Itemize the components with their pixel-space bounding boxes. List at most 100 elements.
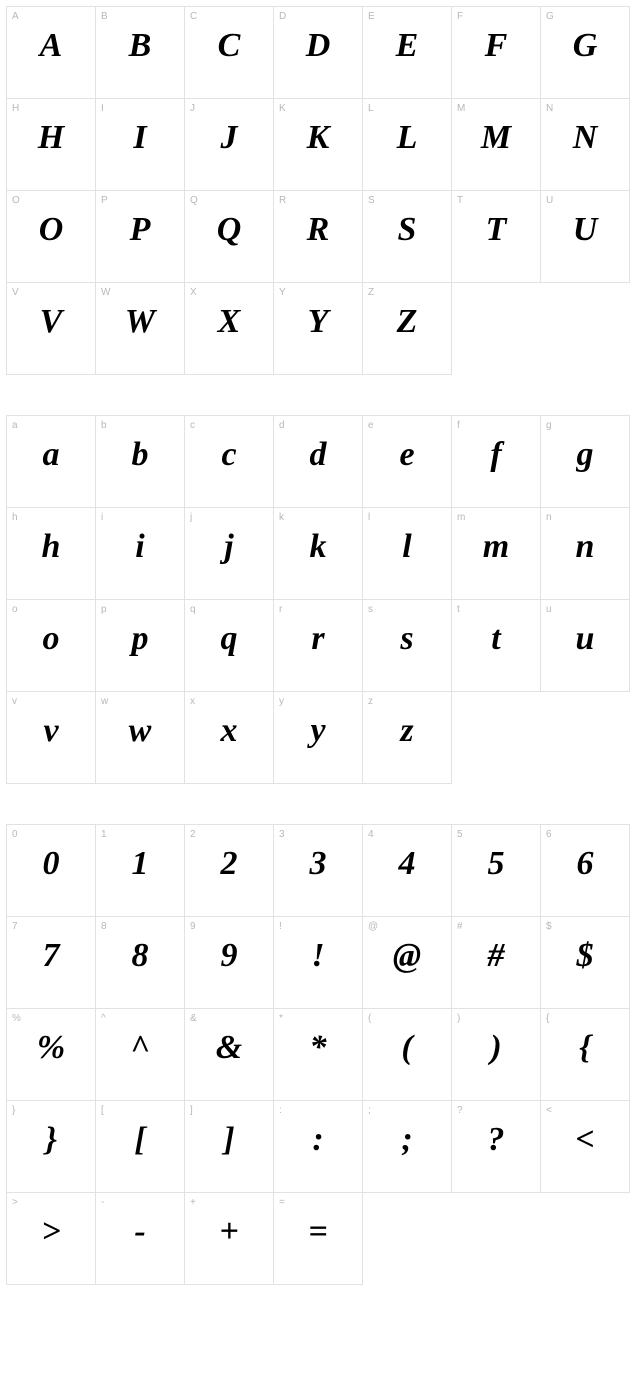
glyph-cell: XX <box>185 283 274 375</box>
glyph-char: K <box>274 121 362 155</box>
glyph-cell: NN <box>541 99 630 191</box>
key-label: $ <box>546 921 552 932</box>
glyph-char: k <box>274 530 362 564</box>
glyph-cell: vv <box>7 692 96 784</box>
glyph-cell: !! <box>274 917 363 1009</box>
glyph-char: i <box>96 530 184 564</box>
glyph-cell: hh <box>7 508 96 600</box>
key-label: g <box>546 420 552 431</box>
key-label: u <box>546 604 552 615</box>
key-label: n <box>546 512 552 523</box>
glyph-char: 1 <box>96 847 184 881</box>
glyph-char: ( <box>363 1031 451 1065</box>
glyph-cell: gg <box>541 416 630 508</box>
glyph-char: T <box>452 213 540 247</box>
glyph-char: 3 <box>274 847 362 881</box>
key-label: @ <box>368 921 378 932</box>
key-label: [ <box>101 1105 104 1116</box>
glyph-cell: ^^ <box>96 1009 185 1101</box>
key-label: s <box>368 604 373 615</box>
glyph-char: f <box>452 438 540 472</box>
key-label: i <box>101 512 103 523</box>
glyph-cell: 33 <box>274 825 363 917</box>
key-label: m <box>457 512 465 523</box>
key-label: 5 <box>457 829 463 840</box>
glyph-cell: (( <box>363 1009 452 1101</box>
glyph-char: # <box>452 939 540 973</box>
glyph-char: P <box>96 213 184 247</box>
glyph-cell: :: <box>274 1101 363 1193</box>
glyph-char: J <box>185 121 273 155</box>
glyph-cell: >> <box>7 1193 96 1285</box>
glyph-char: r <box>274 622 362 656</box>
glyph-char: } <box>7 1123 95 1157</box>
empty-cell <box>452 283 541 375</box>
glyph-char: H <box>7 121 95 155</box>
glyph-cell: == <box>274 1193 363 1285</box>
key-label: 2 <box>190 829 196 840</box>
key-label: j <box>190 512 192 523</box>
key-label: 0 <box>12 829 18 840</box>
glyph-char: z <box>363 714 451 748</box>
glyph-char: < <box>541 1123 629 1157</box>
key-label: k <box>279 512 284 523</box>
key-label: b <box>101 420 107 431</box>
glyph-char: 0 <box>7 847 95 881</box>
glyph-cell: ww <box>96 692 185 784</box>
glyph-char: 9 <box>185 939 273 973</box>
glyph-cell: ## <box>452 917 541 1009</box>
glyph-char: ] <box>185 1123 273 1157</box>
glyph-char: ; <box>363 1123 451 1157</box>
glyph-cell: yy <box>274 692 363 784</box>
glyph-cell: %% <box>7 1009 96 1101</box>
empty-cell <box>541 283 630 375</box>
glyph-char: X <box>185 305 273 339</box>
key-label: I <box>101 103 104 114</box>
empty-cell <box>363 1193 452 1285</box>
glyph-cell: CC <box>185 7 274 99</box>
key-label: c <box>190 420 195 431</box>
key-label: l <box>368 512 370 523</box>
glyph-char: $ <box>541 939 629 973</box>
glyph-char: B <box>96 29 184 63</box>
key-label: W <box>101 287 110 298</box>
glyph-cell: mm <box>452 508 541 600</box>
glyph-char: D <box>274 29 362 63</box>
glyph-cell: ee <box>363 416 452 508</box>
glyph-char: % <box>7 1031 95 1065</box>
glyph-cell: cc <box>185 416 274 508</box>
glyph-cell: KK <box>274 99 363 191</box>
key-label: % <box>12 1013 21 1024</box>
key-label: a <box>12 420 18 431</box>
glyph-char: > <box>7 1215 95 1249</box>
glyph-char: v <box>7 714 95 748</box>
glyph-cell: 88 <box>96 917 185 1009</box>
glyph-char: w <box>96 714 184 748</box>
glyph-cell: ZZ <box>363 283 452 375</box>
glyph-char: F <box>452 29 540 63</box>
key-label: & <box>190 1013 197 1024</box>
glyph-grid: AABBCCDDEEFFGGHHIIJJKKLLMMNNOOPPQQRRSSTT… <box>6 6 630 375</box>
glyph-char: ! <box>274 939 362 973</box>
key-label: h <box>12 512 18 523</box>
glyph-char: O <box>7 213 95 247</box>
glyph-cell: 11 <box>96 825 185 917</box>
glyph-char: o <box>7 622 95 656</box>
glyph-char: y <box>274 714 362 748</box>
glyph-cell: )) <box>452 1009 541 1101</box>
glyph-char: U <box>541 213 629 247</box>
glyph-cell: aa <box>7 416 96 508</box>
glyph-char: 7 <box>7 939 95 973</box>
glyph-cell: SS <box>363 191 452 283</box>
key-label: T <box>457 195 463 206</box>
glyph-char: n <box>541 530 629 564</box>
glyph-cell: VV <box>7 283 96 375</box>
key-label: M <box>457 103 465 114</box>
key-label: e <box>368 420 374 431</box>
glyph-char: p <box>96 622 184 656</box>
empty-cell <box>541 692 630 784</box>
glyph-char: h <box>7 530 95 564</box>
glyph-cell: uu <box>541 600 630 692</box>
key-label: F <box>457 11 463 22</box>
key-label: ] <box>190 1105 193 1116</box>
